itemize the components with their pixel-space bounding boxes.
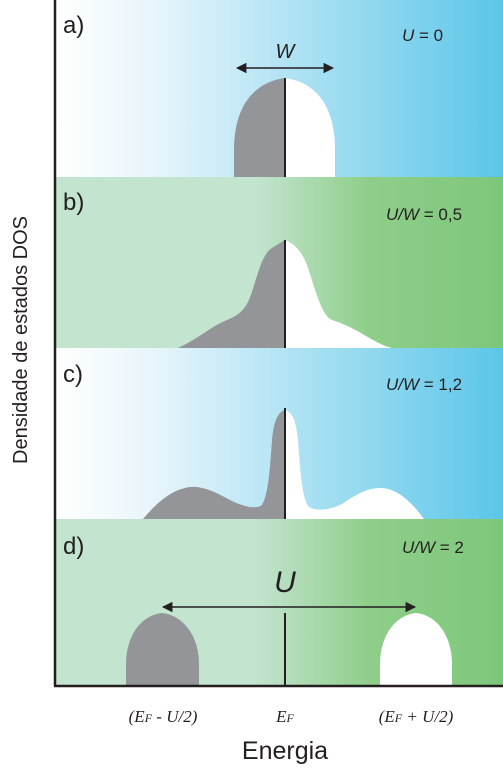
x-tick-upper-band-rest: + U/2) xyxy=(402,707,453,726)
panel-a-empty-states xyxy=(285,78,335,177)
panel-d-lower-hubbard-band xyxy=(126,613,199,686)
x-tick-lower-band-rest: - U/2) xyxy=(152,707,198,726)
x-tick-fermi-sub: F xyxy=(286,711,295,725)
panel-a-letter: a) xyxy=(63,12,84,39)
x-axis-label: Energia xyxy=(242,737,328,765)
panel-c-ratio-symbol: U/W xyxy=(386,375,421,394)
panel-d-letter: d) xyxy=(63,533,84,560)
panel-a-ratio-symbol: U xyxy=(402,26,415,45)
panel-d-ratio: U/W = 2 xyxy=(402,538,464,557)
x-tick-lower-band: (EF - U/2) xyxy=(129,707,198,726)
panel-d-upper-hubbard-band xyxy=(380,613,452,686)
panel-d: U d) U/W = 2 xyxy=(55,519,503,686)
panel-b-empty-states xyxy=(285,240,392,348)
panel-c: c) U/W = 1,2 xyxy=(55,348,503,519)
panel-c-empty-states xyxy=(285,410,424,519)
panel-a-bandwidth-label: W xyxy=(276,41,297,63)
x-tick-upper-band: (EF + U/2) xyxy=(379,707,454,726)
panel-b-ratio: U/W = 0,5 xyxy=(386,205,462,224)
y-axis-label: Densidade de estados DOS xyxy=(10,216,32,464)
panel-b: b) U/W = 0,5 xyxy=(55,177,503,348)
panel-d-ratio-value: = 2 xyxy=(435,538,464,557)
panel-b-ratio-value: = 0,5 xyxy=(419,205,462,224)
panel-c-ratio-value: = 1,2 xyxy=(419,375,462,394)
panel-b-ratio-symbol: U/W xyxy=(386,205,421,224)
panel-a-ratio-value: = 0 xyxy=(414,26,443,45)
panel-c-letter: c) xyxy=(63,361,83,388)
panel-c-ratio: U/W = 1,2 xyxy=(386,375,462,394)
x-tick-fermi-main: E xyxy=(275,707,287,726)
panel-a-ratio: U = 0 xyxy=(402,26,443,45)
x-tick-upper-band-sub: F xyxy=(394,711,403,725)
x-tick-fermi: EF xyxy=(275,707,294,726)
panel-c-occupied-states xyxy=(143,410,285,519)
x-tick-lower-band-sub: F xyxy=(144,711,153,725)
x-tick-upper-band-main: (E xyxy=(379,707,396,726)
x-tick-lower-band-main: (E xyxy=(129,707,146,726)
panel-a-occupied-states xyxy=(234,78,285,177)
panel-d-hubbard-gap-label: U xyxy=(274,566,296,599)
panel-b-letter: b) xyxy=(63,189,84,216)
panel-d-ratio-symbol: U/W xyxy=(402,538,437,557)
panel-a: W a) U = 0 xyxy=(55,0,503,177)
panel-b-occupied-states xyxy=(178,240,285,348)
